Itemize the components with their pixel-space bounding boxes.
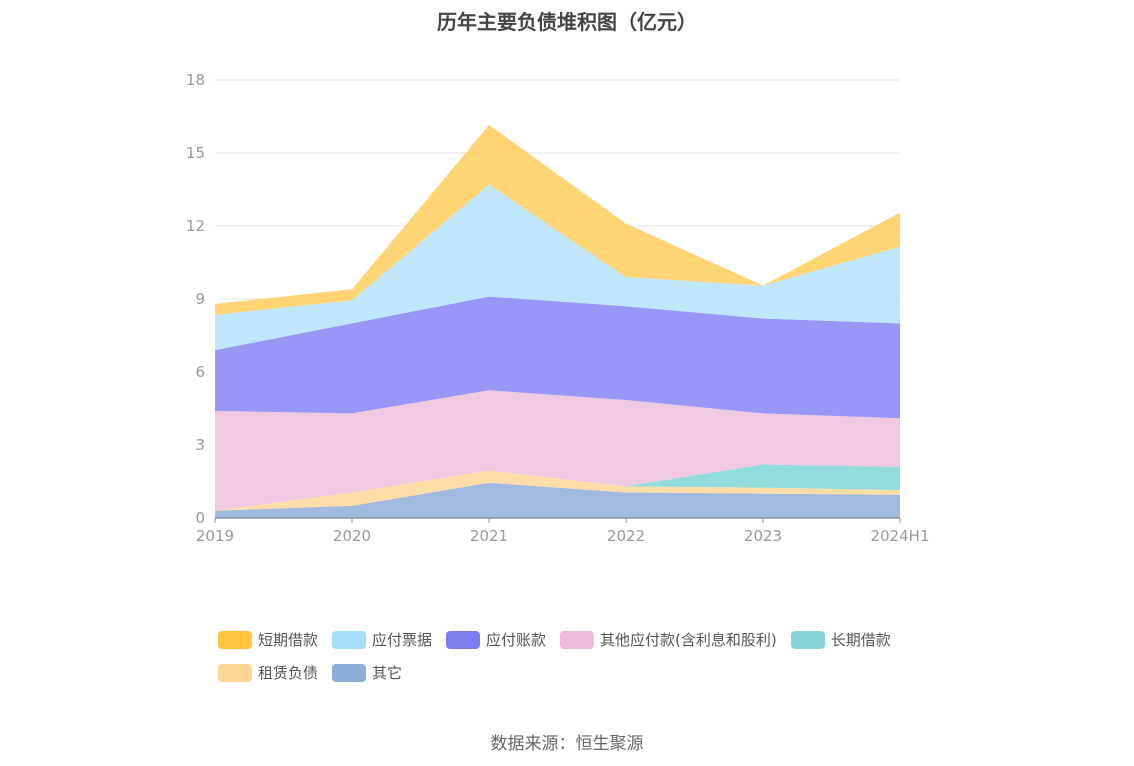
legend-item[interactable]: 应付账款 <box>446 630 546 649</box>
legend-label: 租赁负债 <box>258 664 319 682</box>
x-tick-label: 2019 <box>196 527 234 545</box>
legend-item[interactable]: 长期借款 <box>790 630 891 649</box>
legend-swatch <box>560 630 595 649</box>
x-tick-label: 2020 <box>333 527 371 545</box>
y-tick-label: 12 <box>186 217 205 235</box>
legend-label: 应付账款 <box>486 631 547 649</box>
legend-swatch <box>332 663 367 682</box>
legend-swatch <box>790 630 825 649</box>
legend-label: 其他应付款(含利息和股利) <box>600 631 777 649</box>
legend-label: 长期借款 <box>830 631 891 649</box>
area-series-5 <box>215 184 900 351</box>
legend-swatch <box>218 663 252 682</box>
data-source: 数据来源：恒生聚源 <box>490 734 644 754</box>
legend-swatch <box>332 630 367 649</box>
y-tick-label: 3 <box>195 436 205 454</box>
area-series-4 <box>215 296 900 419</box>
legend-item[interactable]: 其他应付款(含利息和股利) <box>560 630 777 649</box>
y-tick-label: 9 <box>195 290 205 308</box>
y-tick-label: 18 <box>186 71 205 89</box>
legend-swatch <box>446 630 481 649</box>
legend-label: 应付票据 <box>372 631 433 649</box>
legend-item[interactable]: 短期借款 <box>218 630 318 649</box>
x-tick-label: 2022 <box>607 527 645 545</box>
chart-legend: 短期借款 应付票据 应付账款 其他应付款(含利息和股利) 长期借款租赁负债 其它 <box>218 630 938 696</box>
legend-label: 短期借款 <box>258 631 319 649</box>
legend-item[interactable]: 其它 <box>332 663 402 682</box>
area-series-2 <box>215 464 900 511</box>
legend-label: 其它 <box>372 664 403 682</box>
legend-swatch <box>218 630 252 649</box>
x-tick-label: 2024H1 <box>871 527 930 545</box>
y-tick-label: 6 <box>195 363 205 381</box>
area-series-6 <box>215 125 900 315</box>
x-tick-label: 2021 <box>470 527 508 545</box>
area-series-0 <box>215 482 900 518</box>
area-series-1 <box>215 470 900 511</box>
y-tick-label: 0 <box>195 509 205 527</box>
chart-title: 历年主要负债堆积图（亿元） <box>437 10 697 34</box>
legend-item[interactable]: 租赁负债 <box>218 663 318 682</box>
legend-item[interactable]: 应付票据 <box>332 630 432 649</box>
y-tick-label: 15 <box>186 144 205 162</box>
area-series-3 <box>215 390 900 511</box>
x-tick-label: 2023 <box>744 527 782 545</box>
